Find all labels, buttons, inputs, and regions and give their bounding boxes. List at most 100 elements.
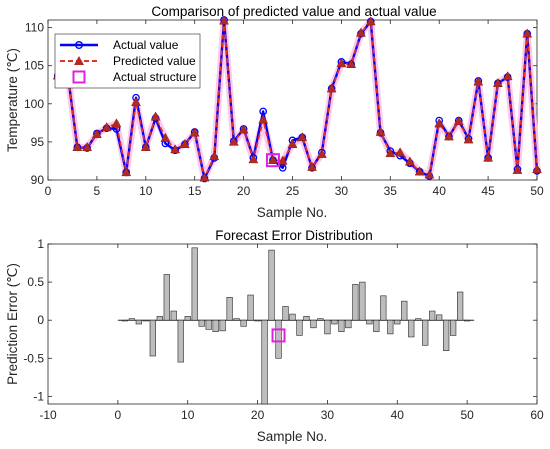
- predicted-point: [287, 138, 298, 148]
- predicted-point: [483, 152, 494, 162]
- error-bar: [156, 316, 163, 321]
- highlight-square: [265, 153, 280, 168]
- predicted-point: [131, 96, 141, 107]
- predicted-point: [101, 122, 112, 132]
- predicted-point: [248, 154, 259, 164]
- series-line-predicted: [57, 19, 538, 179]
- error-bar: [296, 319, 303, 336]
- legend-entry-actual: Actual value: [60, 38, 179, 52]
- error-bar: [233, 318, 240, 321]
- error-bar: [177, 319, 184, 363]
- chart2-title: Forecast Error Distribution: [215, 228, 373, 243]
- predicted-point: [150, 111, 161, 121]
- chart1-xtick-label: 10: [139, 184, 153, 198]
- error-bar: [135, 319, 142, 325]
- predicted-point: [170, 144, 181, 154]
- error-bar: [303, 316, 310, 321]
- error-bar: [401, 300, 408, 321]
- predicted-point: [160, 132, 171, 142]
- predicted-point: [375, 126, 386, 136]
- predicted-point: [434, 118, 445, 128]
- chart1-xtick-label: 15: [188, 184, 202, 198]
- predicted-point: [91, 128, 102, 139]
- error-bar: [247, 294, 254, 321]
- predicted-point: [336, 58, 347, 68]
- predicted-point: [307, 161, 317, 171]
- legend-label-actual: Actual value: [113, 38, 179, 52]
- error-distribution-chart: Forecast Error Distribution -10 0 10 20 30 40…: [5, 228, 544, 444]
- highlight-square: [271, 328, 286, 343]
- error-bar: [268, 249, 275, 321]
- error-bar: [128, 318, 135, 321]
- predicted-point: [111, 118, 122, 128]
- chart2-ylabel: Prediction Error (℃): [5, 263, 20, 385]
- error-bar: [191, 247, 198, 321]
- predicted-point: [82, 141, 93, 151]
- predicted-point: [238, 124, 249, 134]
- predicted-point: [444, 131, 454, 141]
- error-bar: [387, 319, 394, 335]
- chart1-title: Comparison of predicted value and actual…: [151, 4, 436, 19]
- predicted-point: [453, 116, 464, 126]
- predicted-point: [268, 154, 278, 164]
- error-bar: [142, 319, 149, 322]
- predicted-point: [385, 148, 396, 158]
- chart2-xlabel: Sample No.: [257, 429, 328, 444]
- error-bar: [121, 319, 128, 322]
- chart2-ytick-label: -0.5: [23, 351, 44, 365]
- predicted-point: [228, 136, 239, 146]
- chart1-xtick-label: 45: [481, 184, 495, 198]
- error-bar: [345, 319, 352, 329]
- error-bar: [198, 319, 205, 327]
- predicted-point: [532, 164, 542, 174]
- predicted-point: [209, 151, 220, 161]
- error-bar: [226, 297, 233, 321]
- predicted-point: [365, 16, 376, 26]
- predicted-point: [326, 83, 337, 93]
- chart2-ytick-label: 1: [37, 237, 44, 251]
- error-bar: [429, 310, 436, 321]
- predicted-point: [180, 138, 190, 148]
- error-bar: [310, 319, 317, 329]
- error-bar: [261, 319, 268, 405]
- error-bar: [359, 281, 366, 321]
- legend-triangle-icon: [74, 56, 84, 65]
- predicted-point: [277, 155, 288, 165]
- legend-square-icon: [72, 70, 86, 84]
- chart1-xtick-label: 50: [530, 184, 544, 198]
- chart2-ytick-label: -1: [33, 389, 44, 403]
- chart2-xtick-label: 20: [251, 408, 265, 422]
- predicted-point: [346, 58, 357, 68]
- chart1-xlabel: Sample No.: [257, 205, 328, 220]
- predicted-point: [463, 134, 474, 144]
- chart1-ytick-label: 90: [31, 173, 45, 187]
- error-bar: [366, 319, 373, 325]
- predicted-point: [199, 172, 210, 182]
- legend-entry-predicted: Predicted value: [60, 54, 196, 68]
- predicted-point: [297, 132, 308, 142]
- chart2-xtick-label: 50: [460, 408, 474, 422]
- chart2-xtick-label: 40: [391, 408, 405, 422]
- chart1-xtick-label: 25: [286, 184, 300, 198]
- error-bar: [457, 291, 464, 321]
- error-bar: [443, 319, 450, 351]
- chart2-ytick-label: 0.5: [27, 275, 44, 289]
- predicted-point: [121, 167, 132, 177]
- error-bar: [408, 319, 415, 338]
- error-bar: [324, 319, 331, 335]
- error-bar: [205, 319, 212, 330]
- error-bar: [317, 318, 324, 321]
- predicted-point: [316, 148, 327, 158]
- predicted-point: [522, 28, 533, 38]
- predicted-point: [72, 141, 83, 151]
- legend-entry-structure: Actual structure: [72, 70, 197, 84]
- chart2-xtick-label: 0: [115, 408, 122, 422]
- error-bar: [254, 319, 261, 322]
- error-bar: [289, 313, 296, 321]
- chart1-legend: Actual value Predicted value Actual stru…: [54, 33, 201, 89]
- chart1-xtick-label: 30: [335, 184, 349, 198]
- predicted-point: [512, 164, 523, 174]
- chart1-ytick-label: 110: [25, 21, 44, 35]
- error-bar: [219, 319, 226, 332]
